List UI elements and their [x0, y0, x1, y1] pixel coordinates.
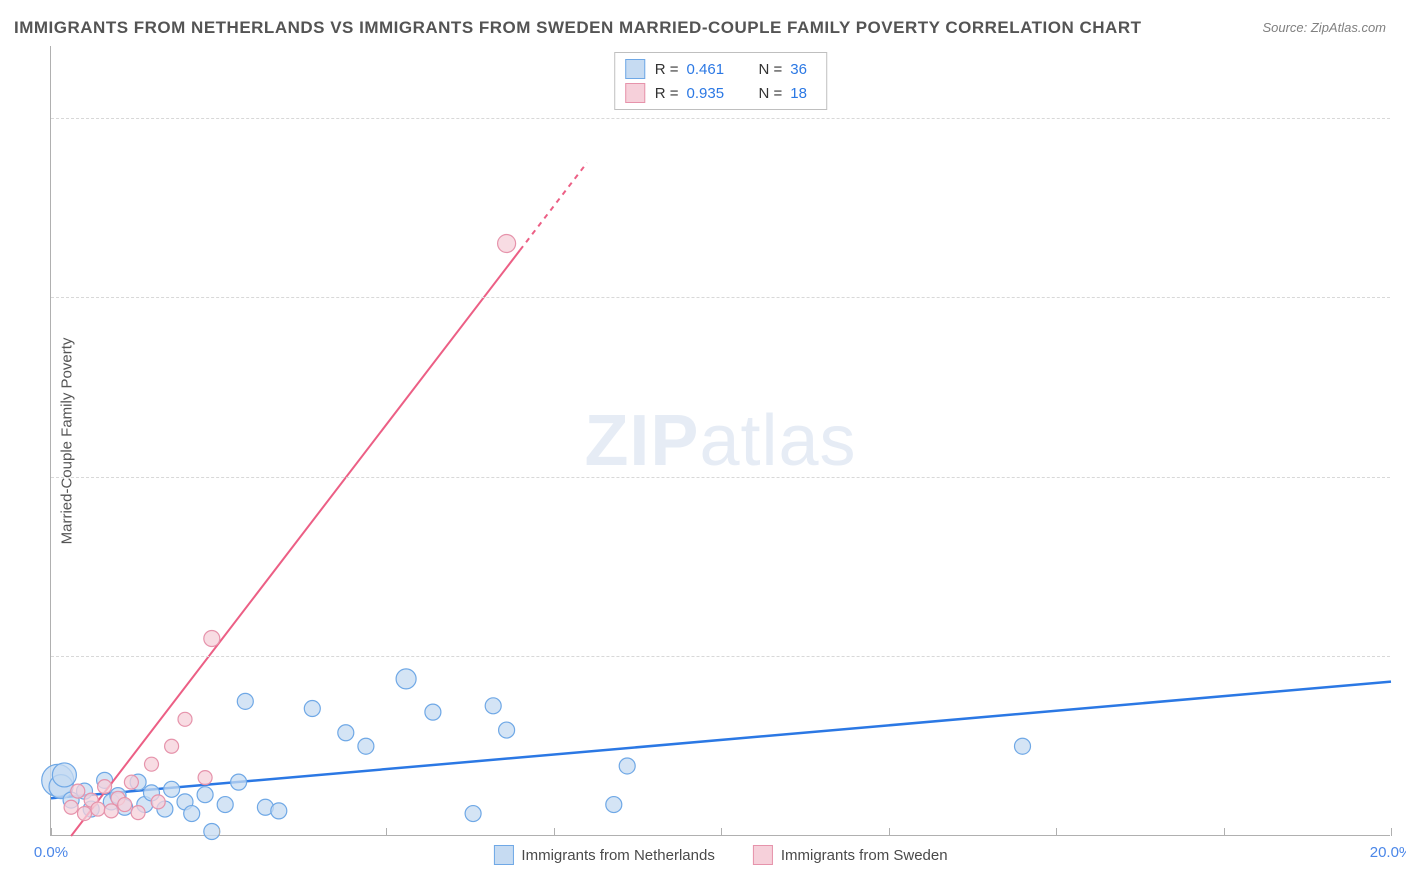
data-point	[396, 669, 416, 689]
r-label: R =	[655, 61, 679, 78]
data-point	[231, 774, 247, 790]
y-tick-label: 20.0%	[1398, 648, 1406, 665]
data-point	[124, 775, 138, 789]
chart-title: IMMIGRANTS FROM NETHERLANDS VS IMMIGRANT…	[14, 18, 1142, 38]
data-point	[198, 771, 212, 785]
gridline	[51, 656, 1390, 657]
data-point	[145, 757, 159, 771]
data-point	[358, 738, 374, 754]
data-point	[104, 804, 118, 818]
gridline	[51, 477, 1390, 478]
data-point	[118, 798, 132, 812]
data-point	[338, 725, 354, 741]
data-point	[91, 802, 105, 816]
legend-swatch	[625, 83, 645, 103]
x-tick-mark	[219, 828, 220, 836]
x-tick-mark	[1056, 828, 1057, 836]
x-tick-label: 0.0%	[34, 844, 68, 861]
legend-correlation: R = 0.461 N = 36 R = 0.935 N = 18	[614, 52, 828, 110]
x-tick-mark	[386, 828, 387, 836]
data-point	[52, 763, 76, 787]
r-value: 0.461	[687, 61, 737, 78]
data-point	[204, 824, 220, 840]
x-tick-mark	[1391, 828, 1392, 836]
legend-correlation-row: R = 0.935 N = 18	[625, 81, 817, 105]
data-point	[499, 722, 515, 738]
y-tick-label: 40.0%	[1398, 468, 1406, 485]
data-point	[71, 784, 85, 798]
x-tick-mark	[51, 828, 52, 836]
x-tick-label: 20.0%	[1370, 844, 1406, 861]
data-point	[465, 806, 481, 822]
data-point	[619, 758, 635, 774]
data-point	[1015, 738, 1031, 754]
plot-area: Married-Couple Family Poverty ZIPatlas R…	[50, 46, 1390, 836]
legend-series-label: Immigrants from Netherlands	[521, 847, 714, 864]
n-label: N =	[759, 61, 783, 78]
legend-series: Immigrants from Netherlands Immigrants fr…	[493, 845, 947, 865]
legend-swatch	[753, 845, 773, 865]
chart-svg	[51, 46, 1390, 835]
x-tick-mark	[554, 828, 555, 836]
data-point	[197, 787, 213, 803]
legend-series-label: Immigrants from Sweden	[781, 847, 948, 864]
data-point	[204, 631, 220, 647]
data-point	[425, 704, 441, 720]
n-label: N =	[759, 85, 783, 102]
trend-line	[71, 250, 520, 836]
legend-swatch	[493, 845, 513, 865]
data-point	[131, 806, 145, 820]
data-point	[151, 795, 165, 809]
x-tick-mark	[889, 828, 890, 836]
data-point	[606, 797, 622, 813]
data-point	[237, 693, 253, 709]
legend-correlation-row: R = 0.461 N = 36	[625, 57, 817, 81]
gridline	[51, 118, 1390, 119]
y-tick-label: 60.0%	[1398, 289, 1406, 306]
data-point	[304, 701, 320, 717]
data-point	[178, 712, 192, 726]
r-label: R =	[655, 85, 679, 102]
data-point	[78, 807, 92, 821]
source-attribution: Source: ZipAtlas.com	[1262, 20, 1386, 35]
data-point	[64, 800, 78, 814]
r-value: 0.935	[687, 85, 737, 102]
data-point	[165, 739, 179, 753]
n-value: 36	[790, 61, 816, 78]
trend-line-dashed	[520, 163, 587, 250]
gridline	[51, 297, 1390, 298]
data-point	[184, 806, 200, 822]
data-point	[498, 235, 516, 253]
legend-swatch	[625, 59, 645, 79]
x-tick-mark	[1224, 828, 1225, 836]
n-value: 18	[790, 85, 816, 102]
data-point	[164, 781, 180, 797]
y-tick-label: 80.0%	[1398, 109, 1406, 126]
legend-series-item: Immigrants from Sweden	[753, 845, 948, 865]
data-point	[98, 780, 112, 794]
data-point	[485, 698, 501, 714]
x-tick-mark	[721, 828, 722, 836]
legend-series-item: Immigrants from Netherlands	[493, 845, 714, 865]
data-point	[271, 803, 287, 819]
data-point	[217, 797, 233, 813]
